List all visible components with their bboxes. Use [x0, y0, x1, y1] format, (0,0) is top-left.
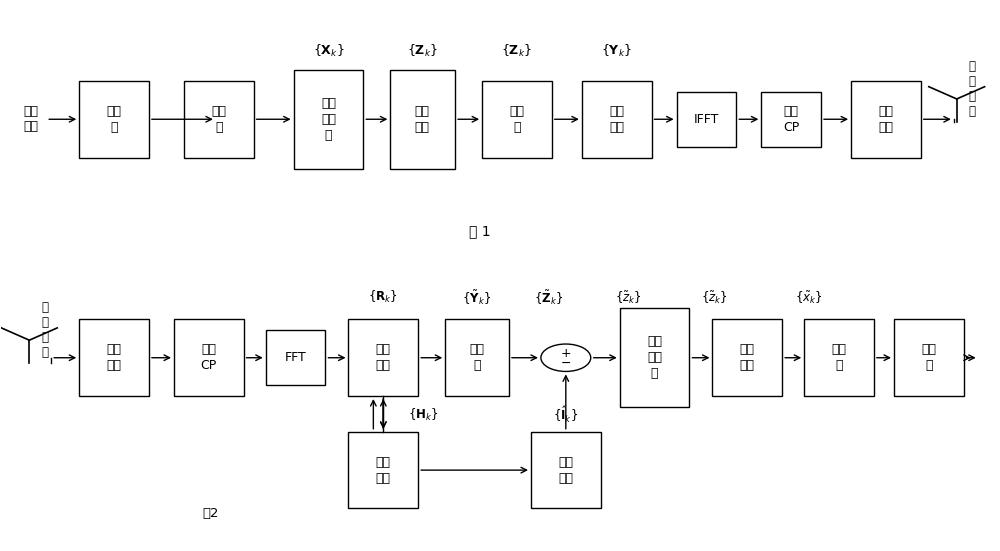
FancyBboxPatch shape — [482, 81, 552, 158]
FancyBboxPatch shape — [390, 70, 455, 169]
Text: 信道
均衡: 信道 均衡 — [376, 343, 391, 372]
FancyBboxPatch shape — [184, 81, 254, 158]
FancyBboxPatch shape — [79, 81, 149, 158]
FancyBboxPatch shape — [851, 81, 921, 158]
Text: 逆正
交变
换: 逆正 交变 换 — [647, 335, 662, 380]
FancyBboxPatch shape — [804, 320, 874, 396]
Text: 编码
器: 编码 器 — [107, 105, 122, 134]
Text: 解调
器: 解调 器 — [832, 343, 847, 372]
Text: 移除
CP: 移除 CP — [201, 343, 217, 372]
FancyBboxPatch shape — [294, 70, 363, 169]
Text: $\{\tilde{x}_k\}$: $\{\tilde{x}_k\}$ — [795, 289, 823, 306]
Text: +: + — [561, 347, 571, 360]
Text: 射频
前端: 射频 前端 — [878, 105, 893, 134]
Text: $\{\tilde{\mathbf{Y}}_k\}$: $\{\tilde{\mathbf{Y}}_k\}$ — [462, 288, 492, 307]
Text: 调制
器: 调制 器 — [211, 105, 226, 134]
Circle shape — [541, 344, 591, 371]
FancyBboxPatch shape — [348, 320, 418, 396]
Text: 交织
器: 交织 器 — [509, 105, 524, 134]
Text: 图 1: 图 1 — [469, 225, 491, 239]
Text: 脉冲
重构: 脉冲 重构 — [558, 456, 573, 485]
Text: $\{\tilde{z}_k\}$: $\{\tilde{z}_k\}$ — [701, 289, 728, 306]
Text: 导频
插入: 导频 插入 — [609, 105, 624, 134]
Text: $\{\mathbf{H}_k\}$: $\{\mathbf{H}_k\}$ — [408, 407, 439, 423]
FancyBboxPatch shape — [620, 309, 689, 407]
Text: $\{\tilde{\mathbf{Z}}_k\}$: $\{\tilde{\mathbf{Z}}_k\}$ — [534, 288, 563, 307]
Text: 译码
器: 译码 器 — [921, 343, 936, 372]
Text: $\{\tilde{z}_k\}$: $\{\tilde{z}_k\}$ — [615, 289, 642, 306]
Text: 接
收
天
线: 接 收 天 线 — [41, 301, 48, 359]
Text: 空符
号插
入: 空符 号插 入 — [321, 97, 336, 142]
Text: $\{\mathbf{Z}_k\}$: $\{\mathbf{Z}_k\}$ — [407, 42, 438, 59]
Text: $\{\mathbf{R}_k\}$: $\{\mathbf{R}_k\}$ — [368, 289, 398, 305]
Text: 射频
前端: 射频 前端 — [107, 343, 122, 372]
Text: $\{\mathbf{Z}_k\}$: $\{\mathbf{Z}_k\}$ — [501, 42, 532, 59]
Text: 图2: 图2 — [203, 507, 219, 521]
FancyBboxPatch shape — [79, 320, 149, 396]
FancyBboxPatch shape — [445, 320, 509, 396]
Text: 信道
估计: 信道 估计 — [376, 456, 391, 485]
FancyBboxPatch shape — [531, 432, 601, 509]
FancyBboxPatch shape — [266, 330, 325, 385]
Text: 解交
织: 解交 织 — [470, 343, 485, 372]
Text: $\{\mathbf{Y}_k\}$: $\{\mathbf{Y}_k\}$ — [601, 42, 632, 59]
Text: 比特
序列: 比特 序列 — [24, 105, 39, 133]
FancyBboxPatch shape — [894, 320, 964, 396]
FancyBboxPatch shape — [348, 432, 418, 509]
Text: 符号
提取: 符号 提取 — [740, 343, 755, 372]
Text: 插入
CP: 插入 CP — [783, 105, 799, 134]
Text: 发
射
天
线: 发 射 天 线 — [969, 60, 976, 118]
Text: 正交
变换: 正交 变换 — [415, 105, 430, 134]
FancyBboxPatch shape — [582, 81, 652, 158]
FancyBboxPatch shape — [712, 320, 782, 396]
FancyBboxPatch shape — [761, 92, 821, 147]
Text: FFT: FFT — [285, 351, 306, 364]
Text: $\{\mathbf{X}_k\}$: $\{\mathbf{X}_k\}$ — [313, 42, 344, 59]
FancyBboxPatch shape — [174, 320, 244, 396]
Text: IFFT: IFFT — [694, 113, 719, 126]
Text: $\{\hat{\mathbf{I}}_k\}$: $\{\hat{\mathbf{I}}_k\}$ — [553, 405, 578, 425]
Text: −: − — [561, 356, 571, 370]
FancyBboxPatch shape — [677, 92, 736, 147]
